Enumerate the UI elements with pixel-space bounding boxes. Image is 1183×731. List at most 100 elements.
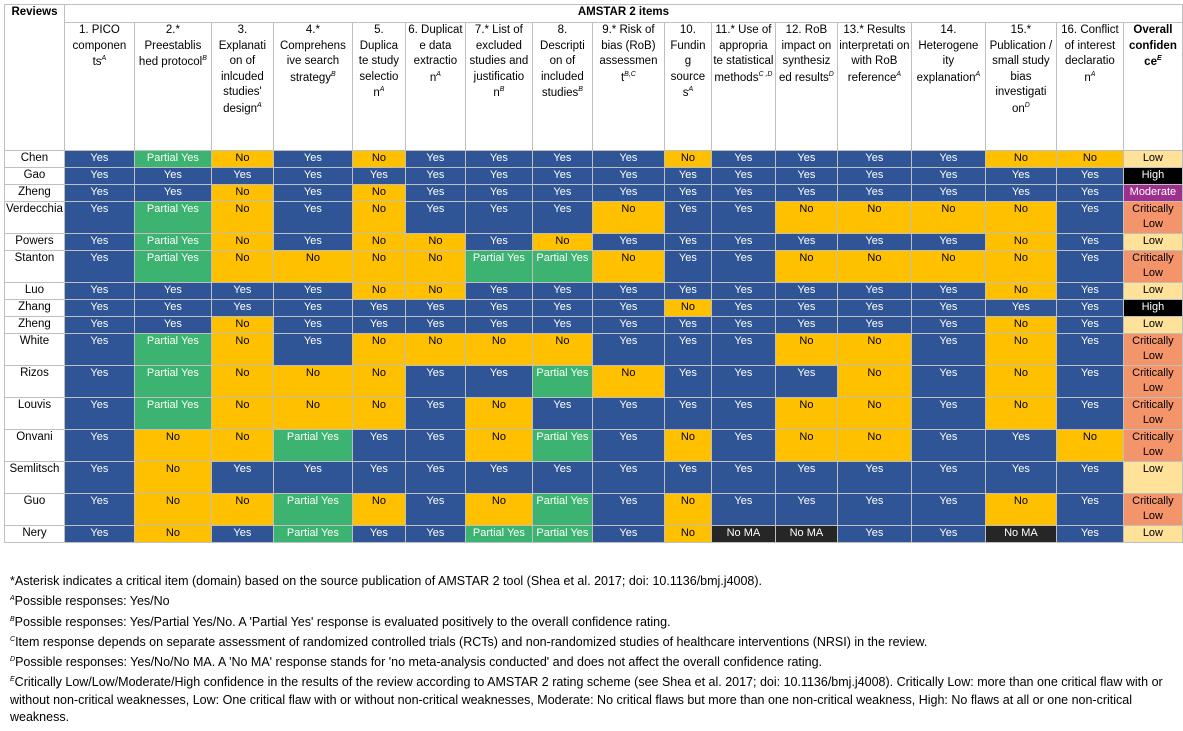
rating-cell: Yes (464, 365, 533, 398)
rating-cell: Yes (1055, 493, 1124, 526)
rating-cell: Partial Yes (531, 250, 593, 283)
rating-cell: No (351, 233, 406, 251)
rating-cell: Yes (531, 397, 593, 430)
rating-cell: No (464, 429, 533, 462)
rating-cell: No (984, 397, 1057, 430)
rating-cell: Yes (464, 316, 533, 334)
table-row: Luo Yes Yes Yes Yes No No Yes Yes Yes Yes Yes Yes Yes… (4, 282, 1183, 300)
table-body: Chen Yes Partial Yes No Yes No Yes Yes Yes Yes No Y… (4, 150, 1183, 543)
rating-cell: Yes (663, 333, 712, 366)
rating-cell: Yes (464, 461, 533, 494)
rating-cell: Partial Yes (464, 525, 533, 543)
rating-cell: Yes (404, 429, 466, 462)
rating-cell: Yes (910, 429, 986, 462)
table-row: Powers Yes Partial Yes No Yes No No Yes No Yes Yes… (4, 233, 1183, 251)
item-header-5: 5. Duplica te study selectio nA (351, 22, 406, 151)
rating-cell: Yes (63, 429, 135, 462)
rating-cell: Yes (133, 167, 212, 185)
overall-confidence-cell: Critically Low (1122, 250, 1183, 283)
rating-cell: No (774, 429, 838, 462)
rating-cell: No (984, 333, 1057, 366)
rating-cell: No (910, 250, 986, 283)
rating-cell: Yes (404, 201, 466, 234)
rating-cell: Yes (663, 233, 712, 251)
rating-cell: Yes (984, 429, 1057, 462)
item-header-1-footnote-marker: A (101, 55, 107, 63)
overall-confidence-cell: Moderate (1122, 184, 1183, 202)
rating-cell: Yes (591, 461, 665, 494)
footnote: APossible responses: Yes/No (10, 593, 1175, 610)
table-title: AMSTAR 2 items (63, 4, 1183, 23)
rating-cell: No (210, 397, 274, 430)
rating-cell: Yes (1055, 201, 1124, 234)
rating-cell: No (984, 250, 1057, 283)
rating-cell: Yes (404, 461, 466, 494)
review-name: Zhang (4, 299, 65, 317)
rating-cell: Yes (1055, 333, 1124, 366)
rating-cell: No (133, 429, 212, 462)
table-row: White Yes Partial Yes No Yes No No No No Yes Yes Ye… (4, 333, 1183, 366)
rating-cell: Yes (710, 150, 776, 168)
table-row: Gao Yes Yes Yes Yes Yes Yes Yes Yes Yes Yes Yes Yes Y… (4, 167, 1183, 185)
item-header-6-text: 6. Duplicat e data extractio n (408, 24, 463, 84)
rating-cell: Yes (272, 461, 353, 494)
item-header-14: 14. Heterogene ity explanationA (910, 22, 986, 151)
rating-cell: Yes (910, 184, 986, 202)
rating-cell: Yes (404, 397, 466, 430)
rating-cell: Yes (63, 333, 135, 366)
rating-cell: Yes (272, 282, 353, 300)
rating-cell: Yes (774, 282, 838, 300)
footnote-text: Possible responses: Yes/No (14, 594, 170, 609)
rating-cell: No (531, 233, 593, 251)
rating-cell: Yes (531, 299, 593, 317)
table-row: Guo Yes No No Partial Yes No Yes No Partial Yes Y… (4, 493, 1183, 526)
rating-cell: Yes (464, 282, 533, 300)
item-header-12-text: 12. RoB impact on synthesiz ed results (778, 24, 832, 84)
rating-cell: No (591, 365, 665, 398)
rating-cell: No (591, 250, 665, 283)
item-header-11-text: 11.* Use of appropria te statistical met… (713, 24, 774, 84)
rating-cell: Yes (591, 299, 665, 317)
rating-cell: Yes (710, 397, 776, 430)
rating-cell: Yes (63, 299, 135, 317)
rating-cell: Partial Yes (133, 365, 212, 398)
rating-cell: Yes (910, 299, 986, 317)
footnote-text: Critically Low/Low/Moderate/High confide… (10, 675, 1163, 724)
rating-cell: No (210, 365, 274, 398)
rating-cell: Partial Yes (464, 250, 533, 283)
rating-cell: Yes (910, 167, 986, 185)
rating-cell: No (351, 150, 406, 168)
rating-cell: Yes (591, 184, 665, 202)
rating-cell: No (591, 201, 665, 234)
item-header-row: 1. PICO componen tsA 2.* Preestablis hed … (5, 22, 1183, 151)
rating-cell: Yes (836, 299, 912, 317)
rating-cell: Yes (836, 461, 912, 494)
rating-cell: Yes (133, 316, 212, 334)
item-header-7-footnote-marker: B (499, 86, 505, 94)
rating-cell: Yes (272, 167, 353, 185)
rating-cell: Yes (774, 299, 838, 317)
review-name: Guo (4, 493, 65, 526)
rating-cell: Yes (591, 316, 665, 334)
review-name: Powers (4, 233, 65, 251)
table-row: Louvis Yes Partial Yes No No No Yes No Yes Yes Yes… (4, 397, 1183, 430)
rating-cell: No (663, 150, 712, 168)
rating-cell: Partial Yes (133, 397, 212, 430)
rating-cell: Yes (836, 316, 912, 334)
rating-cell: Yes (591, 282, 665, 300)
review-name: Nery (4, 525, 65, 543)
rating-cell: Yes (663, 397, 712, 430)
rating-cell: Yes (210, 525, 274, 543)
footnote-marker: A (10, 595, 15, 603)
item-header-6-footnote-marker: A (436, 70, 441, 78)
item-header-10: 10. Fundin g source sA (663, 22, 712, 151)
rating-cell: No (836, 365, 912, 398)
rating-cell: No (531, 333, 593, 366)
item-header-3-footnote-marker: A (257, 101, 262, 109)
item-header-16-text: 16. Conflict of interest declaratio n (1061, 24, 1119, 84)
item-header-9: 9.* Risk of bias (RoB) assessmen tB,C (591, 22, 665, 151)
item-header-16-footnote-marker: A (1090, 70, 1096, 78)
item-header-7-text: 7.* List of excluded studies and justifi… (469, 24, 529, 99)
rating-cell: Yes (710, 184, 776, 202)
